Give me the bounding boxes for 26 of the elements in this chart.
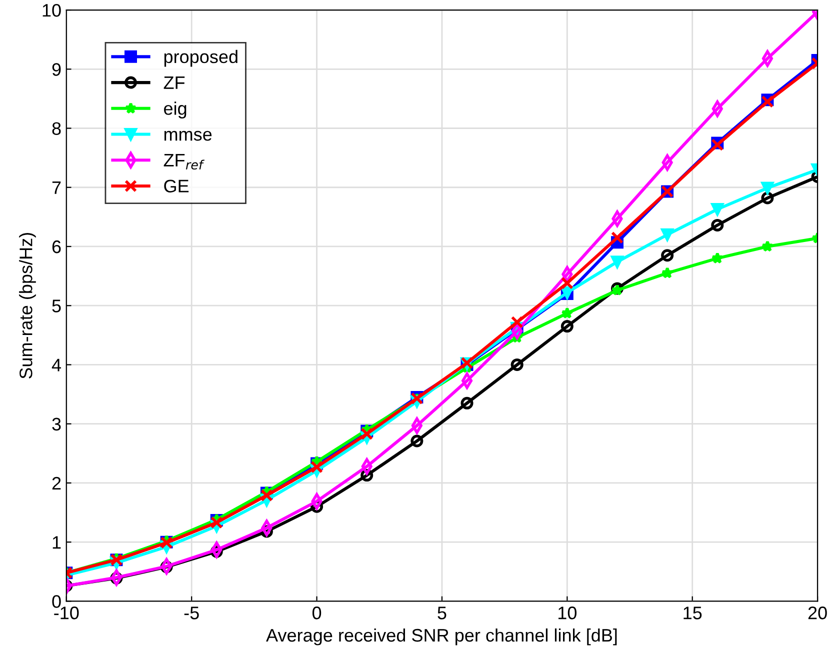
- legend-label: eig: [164, 102, 186, 118]
- x-tick-label: -5: [184, 606, 199, 620]
- legend-label: ZF$_{ref}$: [164, 154, 204, 170]
- y-tick-label: 1: [52, 536, 61, 549]
- legend-label: ZF: [164, 76, 185, 89]
- legend-label: proposed: [164, 50, 238, 67]
- x-tick-label: 5: [438, 606, 446, 620]
- y-axis-title: Sum-rate (bps/Hz): [19, 232, 36, 379]
- y-tick-label: 2: [52, 476, 61, 490]
- y-tick-label: 10: [42, 4, 61, 17]
- x-axis-title: Average received SNR per channel link [dB]: [266, 628, 617, 646]
- y-tick-label: 7: [52, 181, 61, 194]
- y-tick-label: 0: [52, 595, 61, 608]
- x-tick-label: 15: [684, 606, 702, 620]
- legend-label: mmse: [164, 130, 212, 141]
- x-tick-label: 20: [808, 606, 827, 620]
- x-tick-label: 0: [312, 606, 322, 620]
- x-tick-label: 10: [558, 606, 577, 620]
- y-tick-label: 4: [52, 358, 62, 372]
- x-tick-label: -10: [54, 606, 79, 620]
- y-tick-label: 3: [52, 418, 61, 431]
- y-tick-label: 8: [52, 122, 61, 135]
- y-tick-label: 5: [52, 300, 61, 312]
- y-tick-label: 6: [52, 240, 61, 254]
- legend-label: GE: [164, 180, 189, 192]
- y-tick-label: 9: [52, 63, 61, 76]
